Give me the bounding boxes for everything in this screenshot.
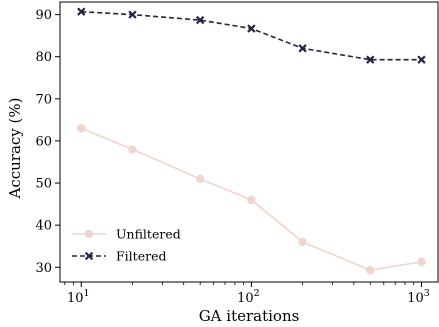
y-tick-label: 90 (35, 8, 52, 23)
legend-entry-filtered: Filtered (72, 249, 166, 264)
series-filtered (77, 7, 426, 64)
x-tick-label: 103 (407, 288, 430, 306)
data-point (298, 44, 307, 53)
series-unfiltered (77, 124, 426, 275)
x-axis-label: GA iterations (199, 307, 300, 325)
legend: Unfiltered Filtered (72, 227, 181, 264)
y-tick-label: 40 (35, 219, 52, 234)
data-point (366, 55, 375, 64)
x-tick-label: 102 (237, 288, 260, 306)
data-point (417, 257, 426, 266)
plot-area (77, 7, 426, 275)
legend-marker (84, 251, 94, 261)
y-tick-label: 80 (35, 50, 52, 65)
series-line (81, 10, 422, 61)
data-point (247, 195, 256, 205)
y-tick-label: 70 (35, 92, 52, 107)
legend-label: Unfiltered (116, 227, 181, 242)
data-point (417, 55, 426, 64)
data-point (77, 7, 86, 16)
legend-label: Filtered (116, 249, 166, 264)
data-point (195, 174, 205, 184)
y-axis-label: Accuracy (%) (6, 97, 24, 199)
y-tick-label: 30 (35, 261, 52, 276)
axes: 30 40 50 60 70 80 90 101 102 103 (35, 1, 439, 306)
data-point (77, 124, 86, 133)
data-point (366, 266, 375, 275)
legend-entry-unfiltered: Unfiltered (72, 227, 181, 242)
data-point (247, 24, 256, 33)
legend-marker (84, 229, 94, 239)
data-point (298, 237, 307, 247)
data-point (128, 145, 137, 154)
plot-frame (59, 1, 439, 283)
data-point (128, 10, 137, 19)
y-tick-label: 50 (35, 177, 52, 192)
data-point (195, 15, 205, 25)
x-tick-label: 101 (67, 288, 90, 306)
y-tick-label: 60 (35, 134, 52, 149)
